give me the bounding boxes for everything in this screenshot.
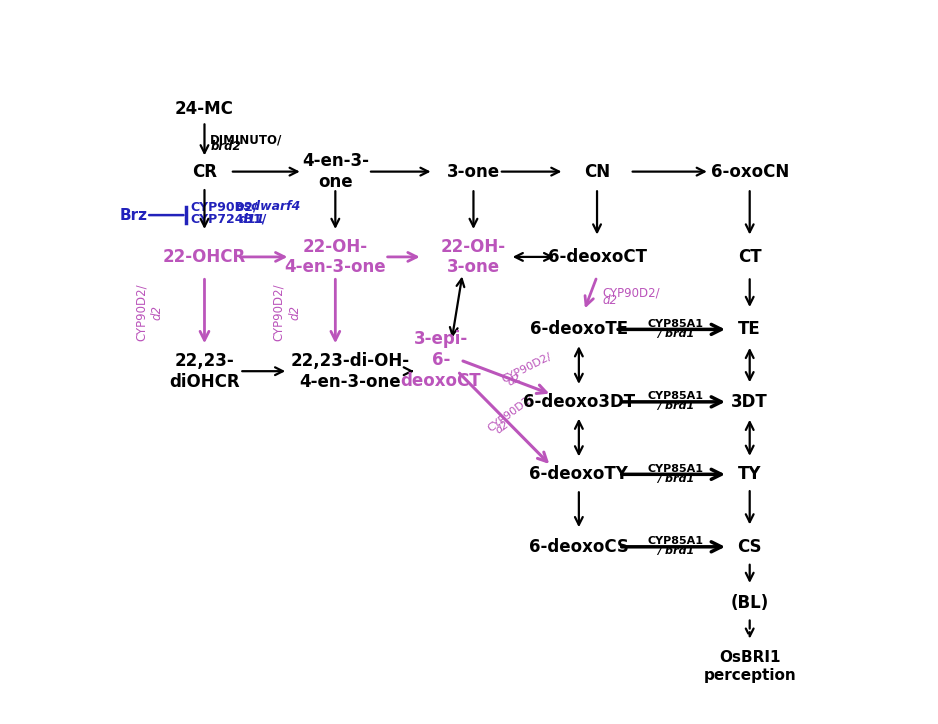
Text: TY: TY [738,466,762,484]
Text: d2: d2 [602,295,617,308]
Text: d2: d2 [151,305,164,320]
Text: CN: CN [584,163,610,180]
Text: 4-en-3-
one: 4-en-3- one [302,152,369,191]
Text: / brd1: / brd1 [657,329,694,339]
Text: 22,23-di-OH-
4-en-3-one: 22,23-di-OH- 4-en-3-one [291,352,409,390]
Text: 6-deoxoTE: 6-deoxoTE [530,321,628,338]
Text: CS: CS [737,538,762,556]
Text: CYP85A1: CYP85A1 [647,536,704,546]
Text: 6-deoxo3DT: 6-deoxo3DT [522,393,635,411]
Text: 22-OHCR: 22-OHCR [163,248,246,266]
Text: CYP85A1: CYP85A1 [647,464,704,473]
Text: CYP724B1/: CYP724B1/ [189,213,266,225]
Text: CYP85A1: CYP85A1 [647,319,704,329]
Text: CR: CR [192,163,217,180]
Text: d11: d11 [238,213,265,225]
Text: 24-MC: 24-MC [175,100,234,118]
Text: 3DT: 3DT [732,393,768,411]
Text: TE: TE [738,321,761,338]
Text: CYP90D2/: CYP90D2/ [500,352,553,385]
Text: brd2: brd2 [210,140,241,153]
Text: 6-deoxoCS: 6-deoxoCS [529,538,628,556]
Text: 6-deoxoTY: 6-deoxoTY [529,466,628,484]
Text: osdwarf4: osdwarf4 [235,201,301,214]
Text: 6-deoxoCT: 6-deoxoCT [548,248,646,266]
Text: / brd1: / brd1 [657,401,694,411]
Text: 22-OH-
3-one: 22-OH- 3-one [441,237,506,277]
Text: CYP90D2/: CYP90D2/ [486,392,536,434]
Text: 3-one: 3-one [446,163,500,180]
Text: DIMINUTO/: DIMINUTO/ [210,133,282,146]
Text: CYP90B2/: CYP90B2/ [189,201,257,214]
Text: 6-oxoCN: 6-oxoCN [711,163,789,180]
Text: CYP90D2/: CYP90D2/ [602,287,659,300]
Text: d2: d2 [493,418,511,435]
Text: CYP85A1: CYP85A1 [647,391,704,401]
Text: / brd1: / brd1 [657,473,694,484]
Text: 3-epi-
6-
deoxoCT: 3-epi- 6- deoxoCT [401,330,481,390]
Text: / brd1: / brd1 [657,547,694,556]
Text: d2: d2 [288,305,301,320]
Text: d2: d2 [507,372,523,388]
Text: CYP90D2/: CYP90D2/ [272,284,285,342]
Text: OsBRI1
perception: OsBRI1 perception [704,650,796,683]
Text: Brz: Brz [119,208,147,222]
Text: 22-OH-
4-en-3-one: 22-OH- 4-en-3-one [284,237,386,277]
Text: CT: CT [738,248,762,266]
Text: 22,23-
diOHCR: 22,23- diOHCR [169,352,240,390]
Text: (BL): (BL) [731,594,769,612]
Text: CYP90D2/: CYP90D2/ [135,284,148,342]
